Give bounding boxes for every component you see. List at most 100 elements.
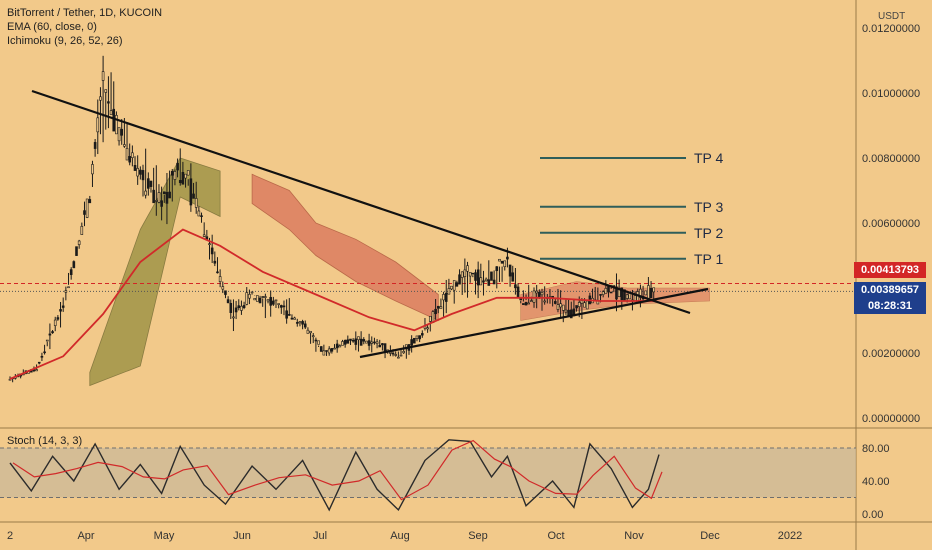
- candle-body: [644, 290, 648, 296]
- ichimoku-cloud-bull: [89, 157, 221, 387]
- candle-body: [508, 264, 512, 277]
- candle-body: [413, 337, 416, 344]
- candle-body: [139, 169, 142, 175]
- price-axis-tick: 0.01000000: [862, 88, 920, 100]
- candle-body: [59, 309, 62, 312]
- time-axis-tick: May: [154, 530, 175, 542]
- candle-body: [471, 272, 475, 275]
- candle-body: [524, 301, 528, 306]
- time-axis-tick: Jul: [313, 530, 327, 542]
- candle-body: [285, 310, 288, 319]
- candle-body: [208, 243, 211, 245]
- candle-body: [261, 296, 265, 298]
- stoch-band: [0, 448, 856, 498]
- candle-body: [200, 215, 203, 217]
- candle-body: [242, 305, 246, 308]
- candle-body: [607, 285, 610, 293]
- stoch-legend[interactable]: Stoch (14, 3, 3): [7, 435, 83, 447]
- candle-body: [75, 246, 78, 256]
- candle-body: [274, 299, 278, 302]
- tp-label: TP 3: [694, 199, 724, 215]
- candle-body: [109, 110, 113, 115]
- candle-body: [498, 258, 501, 262]
- candle-body: [495, 266, 499, 272]
- candle-body: [516, 286, 520, 298]
- stoch-d-line: [12, 439, 663, 501]
- candle-body: [458, 274, 461, 285]
- candle-body: [381, 343, 384, 346]
- candle-body: [77, 240, 81, 245]
- candle-body: [463, 269, 467, 277]
- candle-body: [160, 200, 163, 207]
- candle-body: [585, 300, 589, 310]
- candle-body: [194, 198, 198, 208]
- candle-body: [258, 297, 262, 304]
- stoch-k-line: [9, 439, 660, 512]
- candle-body: [248, 294, 251, 299]
- candle-body: [620, 287, 624, 301]
- time-axis-tick: Aug: [390, 530, 410, 542]
- candle-body: [514, 284, 517, 289]
- candle-body: [341, 341, 344, 346]
- candle-body: [349, 338, 352, 341]
- last-price-badge: 0.00389657: [854, 282, 926, 298]
- time-axis-tick: Dec: [700, 530, 720, 542]
- candle-body: [229, 303, 233, 313]
- ichimoku-legend[interactable]: Ichimoku (9, 26, 52, 26): [7, 35, 123, 47]
- candle-body: [168, 191, 171, 199]
- candle-body: [266, 299, 270, 302]
- candle-body: [104, 89, 108, 93]
- candle-body: [373, 341, 376, 344]
- symbol-legend[interactable]: BitTorrent / Tether, 1D, KUCOIN: [7, 7, 163, 19]
- candle-body: [64, 290, 68, 293]
- candle-body: [415, 335, 419, 339]
- candle-body: [492, 279, 496, 285]
- candle-body: [253, 298, 257, 301]
- candle-body: [269, 297, 272, 306]
- candle-body: [280, 305, 283, 308]
- candle-body: [311, 335, 315, 338]
- price-axis-tick: 0.00200000: [862, 348, 920, 360]
- candle-body: [40, 355, 44, 358]
- candle-body: [173, 171, 177, 180]
- candle-body: [436, 305, 440, 309]
- candle-body: [221, 286, 225, 290]
- candle-body: [237, 305, 241, 309]
- candle-body: [604, 288, 608, 294]
- candle-body: [93, 142, 97, 149]
- candle-body: [322, 350, 326, 356]
- candle-body: [51, 331, 54, 334]
- candle-body: [272, 300, 275, 305]
- time-axis-tick: Oct: [547, 530, 564, 542]
- candle-body: [256, 295, 259, 302]
- tp-label: TP 4: [694, 150, 724, 166]
- candle-body: [367, 340, 371, 346]
- candle-body: [338, 345, 342, 348]
- ema-legend[interactable]: EMA (60, close, 0): [7, 21, 97, 33]
- candle-body: [155, 200, 158, 202]
- tp-label: TP 1: [694, 251, 724, 267]
- candle-body: [123, 144, 126, 147]
- time-axis-tick: Nov: [624, 530, 644, 542]
- candle-body: [522, 303, 525, 306]
- candle-body: [530, 300, 533, 302]
- candle-body: [482, 280, 485, 283]
- candle-body: [117, 127, 121, 142]
- candle-body: [298, 321, 302, 324]
- candle-body: [466, 265, 469, 272]
- candle-body: [468, 272, 472, 277]
- candle-body: [330, 348, 334, 352]
- tp-label: TP 2: [694, 225, 724, 241]
- time-axis-tick: Sep: [468, 530, 488, 542]
- candle-body: [601, 291, 605, 295]
- candle-body: [444, 292, 448, 302]
- candle-body: [439, 306, 443, 309]
- candle-body: [186, 170, 190, 176]
- candle-body: [575, 305, 578, 309]
- candle-body: [216, 271, 219, 274]
- candle-body: [538, 291, 541, 298]
- stoch-axis-tick: 40.00: [862, 476, 890, 488]
- candle-body: [112, 108, 116, 132]
- candle-body: [580, 300, 584, 304]
